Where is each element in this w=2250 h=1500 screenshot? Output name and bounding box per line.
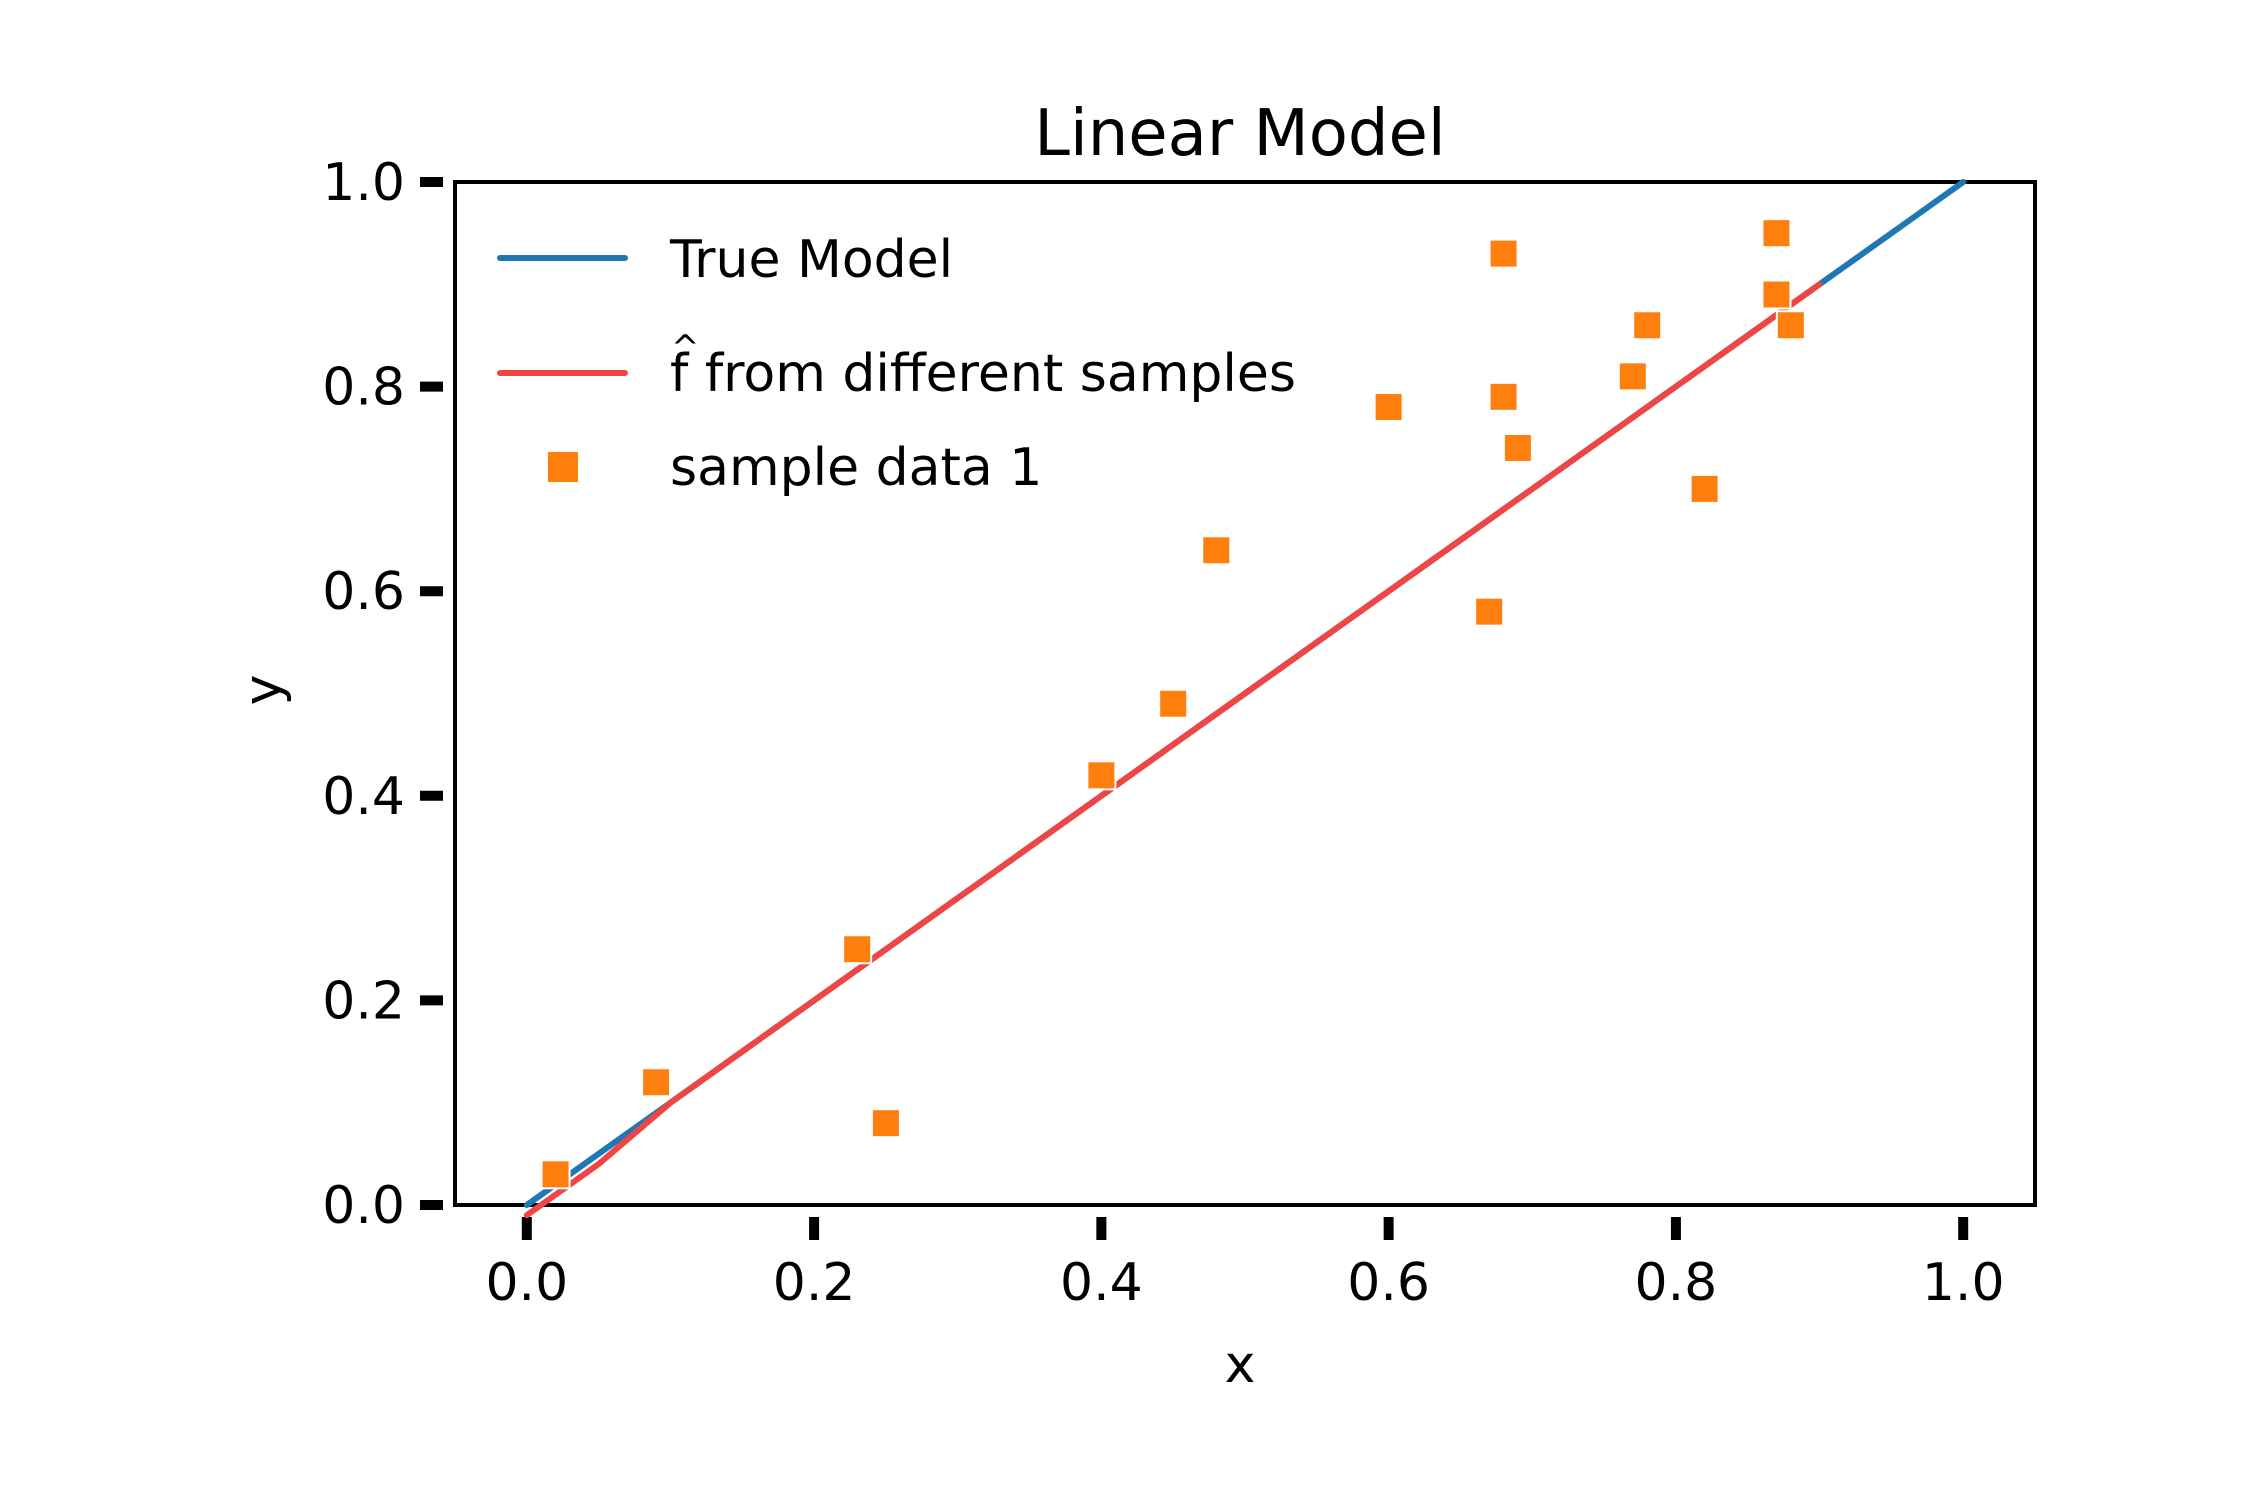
legend-label-true-model: True Model	[669, 230, 953, 290]
y-tick-label: 0.4	[322, 767, 405, 827]
sample-point	[1086, 760, 1117, 791]
sample-point	[1761, 279, 1792, 310]
sample-point	[1761, 218, 1792, 249]
x-tick-label: 1.0	[1922, 1253, 2005, 1313]
plot-border	[453, 180, 2037, 1207]
chart-title: Linear Model	[1034, 97, 1445, 171]
sample-point	[1689, 473, 1720, 504]
sample-point	[1502, 432, 1533, 463]
legend-label-sample-data: sample data 1	[670, 438, 1042, 498]
sample-point	[1632, 310, 1663, 341]
y-tick-label: 1.0	[322, 153, 405, 213]
y-tick-label: 0.8	[322, 358, 405, 418]
sample-point	[1488, 381, 1519, 412]
x-tick-label: 0.8	[1635, 1253, 1718, 1313]
y-axis-label: y	[233, 675, 293, 706]
sample-point	[1474, 596, 1505, 627]
y-tick-label: 0.0	[322, 1176, 405, 1236]
legend: True Model ^ f from different samples sa…	[497, 230, 1296, 498]
x-tick-label: 0.6	[1347, 1253, 1430, 1313]
sample-point	[540, 1159, 571, 1190]
sample-point	[1775, 310, 1806, 341]
series-points	[540, 218, 1806, 1190]
sample-point	[1488, 238, 1519, 269]
sample-point	[1158, 688, 1189, 719]
fhat-line	[523, 281, 1823, 1219]
sample-point	[641, 1067, 672, 1098]
y-tick-label: 0.6	[322, 562, 405, 622]
x-tick-label: 0.4	[1060, 1253, 1143, 1313]
x-axis-ticks: 0.0 0.2 0.4 0.6 0.8 1.0	[485, 1217, 2005, 1313]
plot-frame	[453, 180, 2037, 1207]
legend-fhat-label-group: ^ f from different samples	[670, 328, 1296, 404]
series-lines	[523, 179, 1967, 1219]
y-axis-ticks: 0.0 0.2 0.4 0.6 0.8 1.0	[322, 153, 443, 1236]
legend-fhat-hat-mark: ^	[671, 328, 700, 368]
sample-point	[1201, 535, 1232, 566]
sample-point	[1617, 361, 1648, 392]
x-tick-label: 0.2	[773, 1253, 856, 1313]
x-axis-label: x	[1225, 1335, 1256, 1395]
sample-point	[842, 934, 873, 965]
sample-point	[870, 1108, 901, 1139]
legend-marker-sample-data	[548, 452, 578, 482]
y-tick-label: 0.2	[322, 971, 405, 1031]
legend-label-fhat: f from different samples	[670, 344, 1296, 404]
sample-point	[1373, 392, 1404, 423]
x-tick-label: 0.0	[485, 1253, 568, 1313]
